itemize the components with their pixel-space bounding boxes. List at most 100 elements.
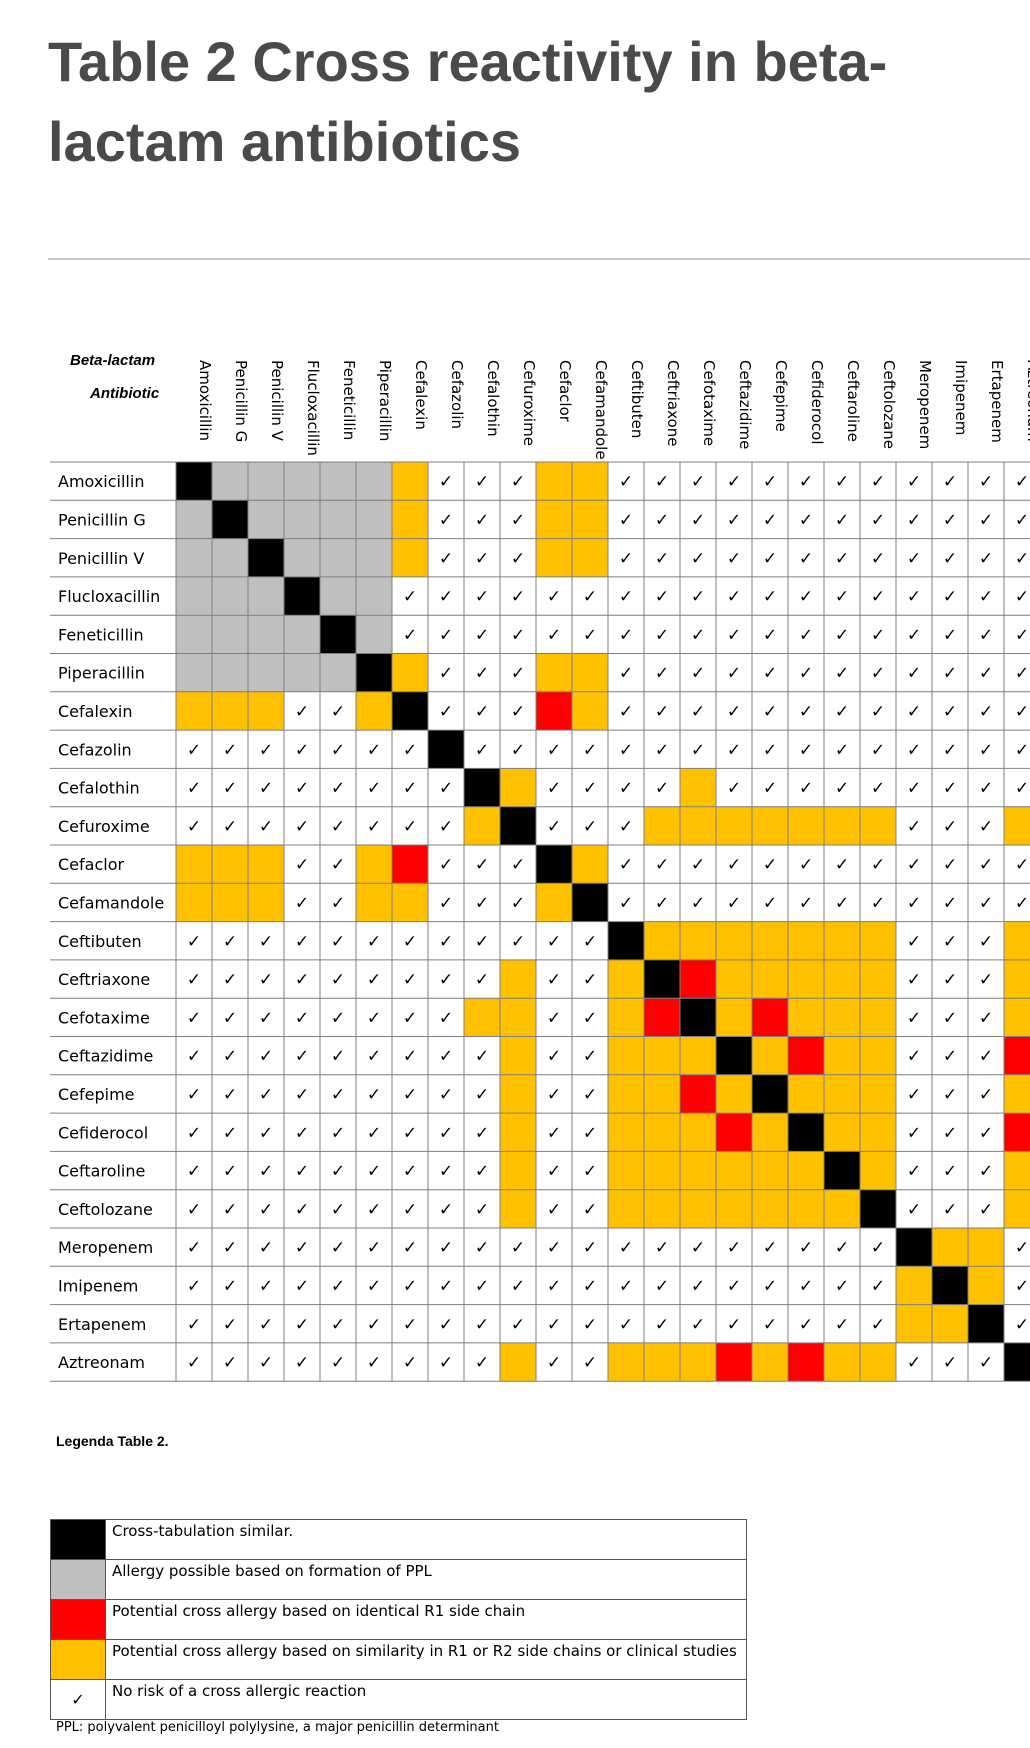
checkmark-icon: ✓: [835, 587, 849, 607]
checkmark-icon: ✓: [943, 702, 957, 722]
legend-row: Potential cross allergy based on identic…: [50, 1599, 747, 1640]
checkmark-icon: ✓: [187, 970, 201, 990]
checkmark-icon: ✓: [367, 1315, 381, 1335]
matrix-cell: [1004, 1113, 1030, 1152]
checkmark-icon: ✓: [295, 1238, 309, 1258]
matrix-cell: [356, 653, 392, 692]
column-label: Aztreonam: [1024, 360, 1030, 442]
checkmark-icon: ✓: [331, 1353, 345, 1373]
row-label: Cefepime: [58, 1085, 135, 1104]
checkmark-icon: ✓: [367, 817, 381, 837]
matrix-cell: [608, 1151, 644, 1190]
checkmark-icon: ✓: [979, 1200, 993, 1220]
matrix-cell: [536, 691, 572, 731]
checkmark-icon: ✓: [979, 587, 993, 607]
checkmark-icon: ✓: [187, 779, 201, 799]
checkmark-icon: ✓: [763, 472, 777, 492]
checkmark-icon: ✓: [367, 740, 381, 760]
checkmark-icon: ✓: [907, 1123, 921, 1143]
checkmark-icon: ✓: [691, 472, 705, 492]
cross-reactivity-matrix: ✓ ✓ ✓ ✓ ✓ ✓ ✓ ✓ ✓ ✓ ✓ ✓ ✓ ✓ ✓ ✓ ✓ ✓ ✓ ✓ ✓ ✓ ✓ ✓ ✓ ✓ ✓ ✓ ✓ ✓ ✓ ✓ ✓ ✓ ✓ ✓ ✓ ✓ ✓ ✓…: [50, 360, 1030, 1382]
checkmark-icon: ✓: [799, 893, 813, 913]
matrix-cell: [248, 462, 284, 501]
checkmark-icon: ✓: [691, 587, 705, 607]
checkmark-icon: ✓: [799, 472, 813, 492]
column-label: Ceftibuten: [628, 360, 646, 438]
matrix-cell: [716, 1074, 752, 1114]
checkmark-icon: ✓: [511, 587, 525, 607]
checkmark-icon: ✓: [583, 1162, 597, 1182]
checkmark-icon: ✓: [439, 549, 453, 569]
column-label: Imipenem: [952, 360, 970, 435]
checkmark-icon: ✓: [475, 1047, 489, 1067]
checkmark-icon: ✓: [439, 1085, 453, 1105]
checkmark-icon: ✓: [475, 1200, 489, 1220]
checkmark-icon: ✓: [295, 970, 309, 990]
matrix-cell: [896, 1228, 932, 1267]
checkmark-icon: ✓: [799, 779, 813, 799]
checkmark-icon: ✓: [439, 625, 453, 645]
matrix-cell: [788, 1036, 824, 1075]
row-label: Cefotaxime: [58, 1008, 150, 1027]
checkmark-icon: ✓: [187, 1123, 201, 1143]
checkmark-icon: ✓: [907, 1200, 921, 1220]
checkmark-icon: ✓: [511, 932, 525, 952]
checkmark-icon: ✓: [799, 740, 813, 760]
checkmark-icon: ✓: [331, 1008, 345, 1028]
column-label: Cefalexin: [412, 360, 430, 430]
matrix-cell: [644, 1036, 680, 1075]
checkmark-icon: ✓: [691, 740, 705, 760]
checkmark-icon: ✓: [331, 970, 345, 990]
legend-title: Legenda Table 2.: [56, 1433, 169, 1449]
checkmark-icon: ✓: [943, 1008, 957, 1028]
checkmark-icon: ✓: [871, 1276, 885, 1296]
checkmark-icon: ✓: [511, 510, 525, 530]
checkmark-icon: ✓: [691, 625, 705, 645]
row-label: Flucloxacillin: [58, 587, 160, 606]
matrix-cell: [644, 1074, 680, 1114]
matrix-cell: [788, 1342, 824, 1382]
matrix-cell: [212, 615, 248, 654]
checkmark-icon: ✓: [619, 549, 633, 569]
matrix-cell: [572, 500, 608, 539]
row-label: Meropenem: [58, 1238, 153, 1257]
checkmark-icon: ✓: [763, 1238, 777, 1258]
checkmark-icon: ✓: [979, 740, 993, 760]
checkmark-icon: ✓: [403, 779, 417, 799]
checkmark-icon: ✓: [295, 702, 309, 722]
checkmark-icon: ✓: [295, 1123, 309, 1143]
row-label: Penicillin V: [58, 549, 144, 568]
checkmark-icon: ✓: [367, 1276, 381, 1296]
checkmark-icon: ✓: [259, 817, 273, 837]
checkmark-icon: ✓: [367, 932, 381, 952]
checkmark-icon: ✓: [547, 587, 561, 607]
checkmark-icon: ✓: [655, 587, 669, 607]
checkmark-icon: ✓: [439, 970, 453, 990]
matrix-cell: [572, 883, 608, 922]
matrix-cell: [212, 538, 248, 577]
checkmark-icon: ✓: [763, 625, 777, 645]
legend-swatch-black: [50, 1519, 106, 1560]
checkmark-icon: ✓: [583, 740, 597, 760]
checkmark-icon: ✓: [187, 1200, 201, 1220]
checkmark-icon: ✓: [979, 664, 993, 684]
checkmark-icon: ✓: [979, 1353, 993, 1373]
checkmark-icon: ✓: [331, 1162, 345, 1182]
checkmark-icon: ✓: [439, 893, 453, 913]
checkmark-icon: ✓: [547, 1047, 561, 1067]
checkmark-icon: ✓: [979, 817, 993, 837]
checkmark-icon: ✓: [367, 1162, 381, 1182]
matrix-cell: [788, 1189, 824, 1228]
matrix-cell: [644, 921, 680, 960]
checkmark-icon: ✓: [259, 1276, 273, 1296]
checkmark-icon: ✓: [871, 740, 885, 760]
checkmark-icon: ✓: [259, 740, 273, 760]
checkmark-icon: ✓: [763, 893, 777, 913]
matrix-cell: [500, 1342, 536, 1382]
checkmark-icon: ✓: [727, 664, 741, 684]
checkmark-icon: ✓: [619, 664, 633, 684]
matrix-cell: [824, 806, 860, 845]
matrix-cell: [212, 462, 248, 501]
checkmark-icon: ✓: [799, 1238, 813, 1258]
checkmark-icon: ✓: [655, 855, 669, 875]
